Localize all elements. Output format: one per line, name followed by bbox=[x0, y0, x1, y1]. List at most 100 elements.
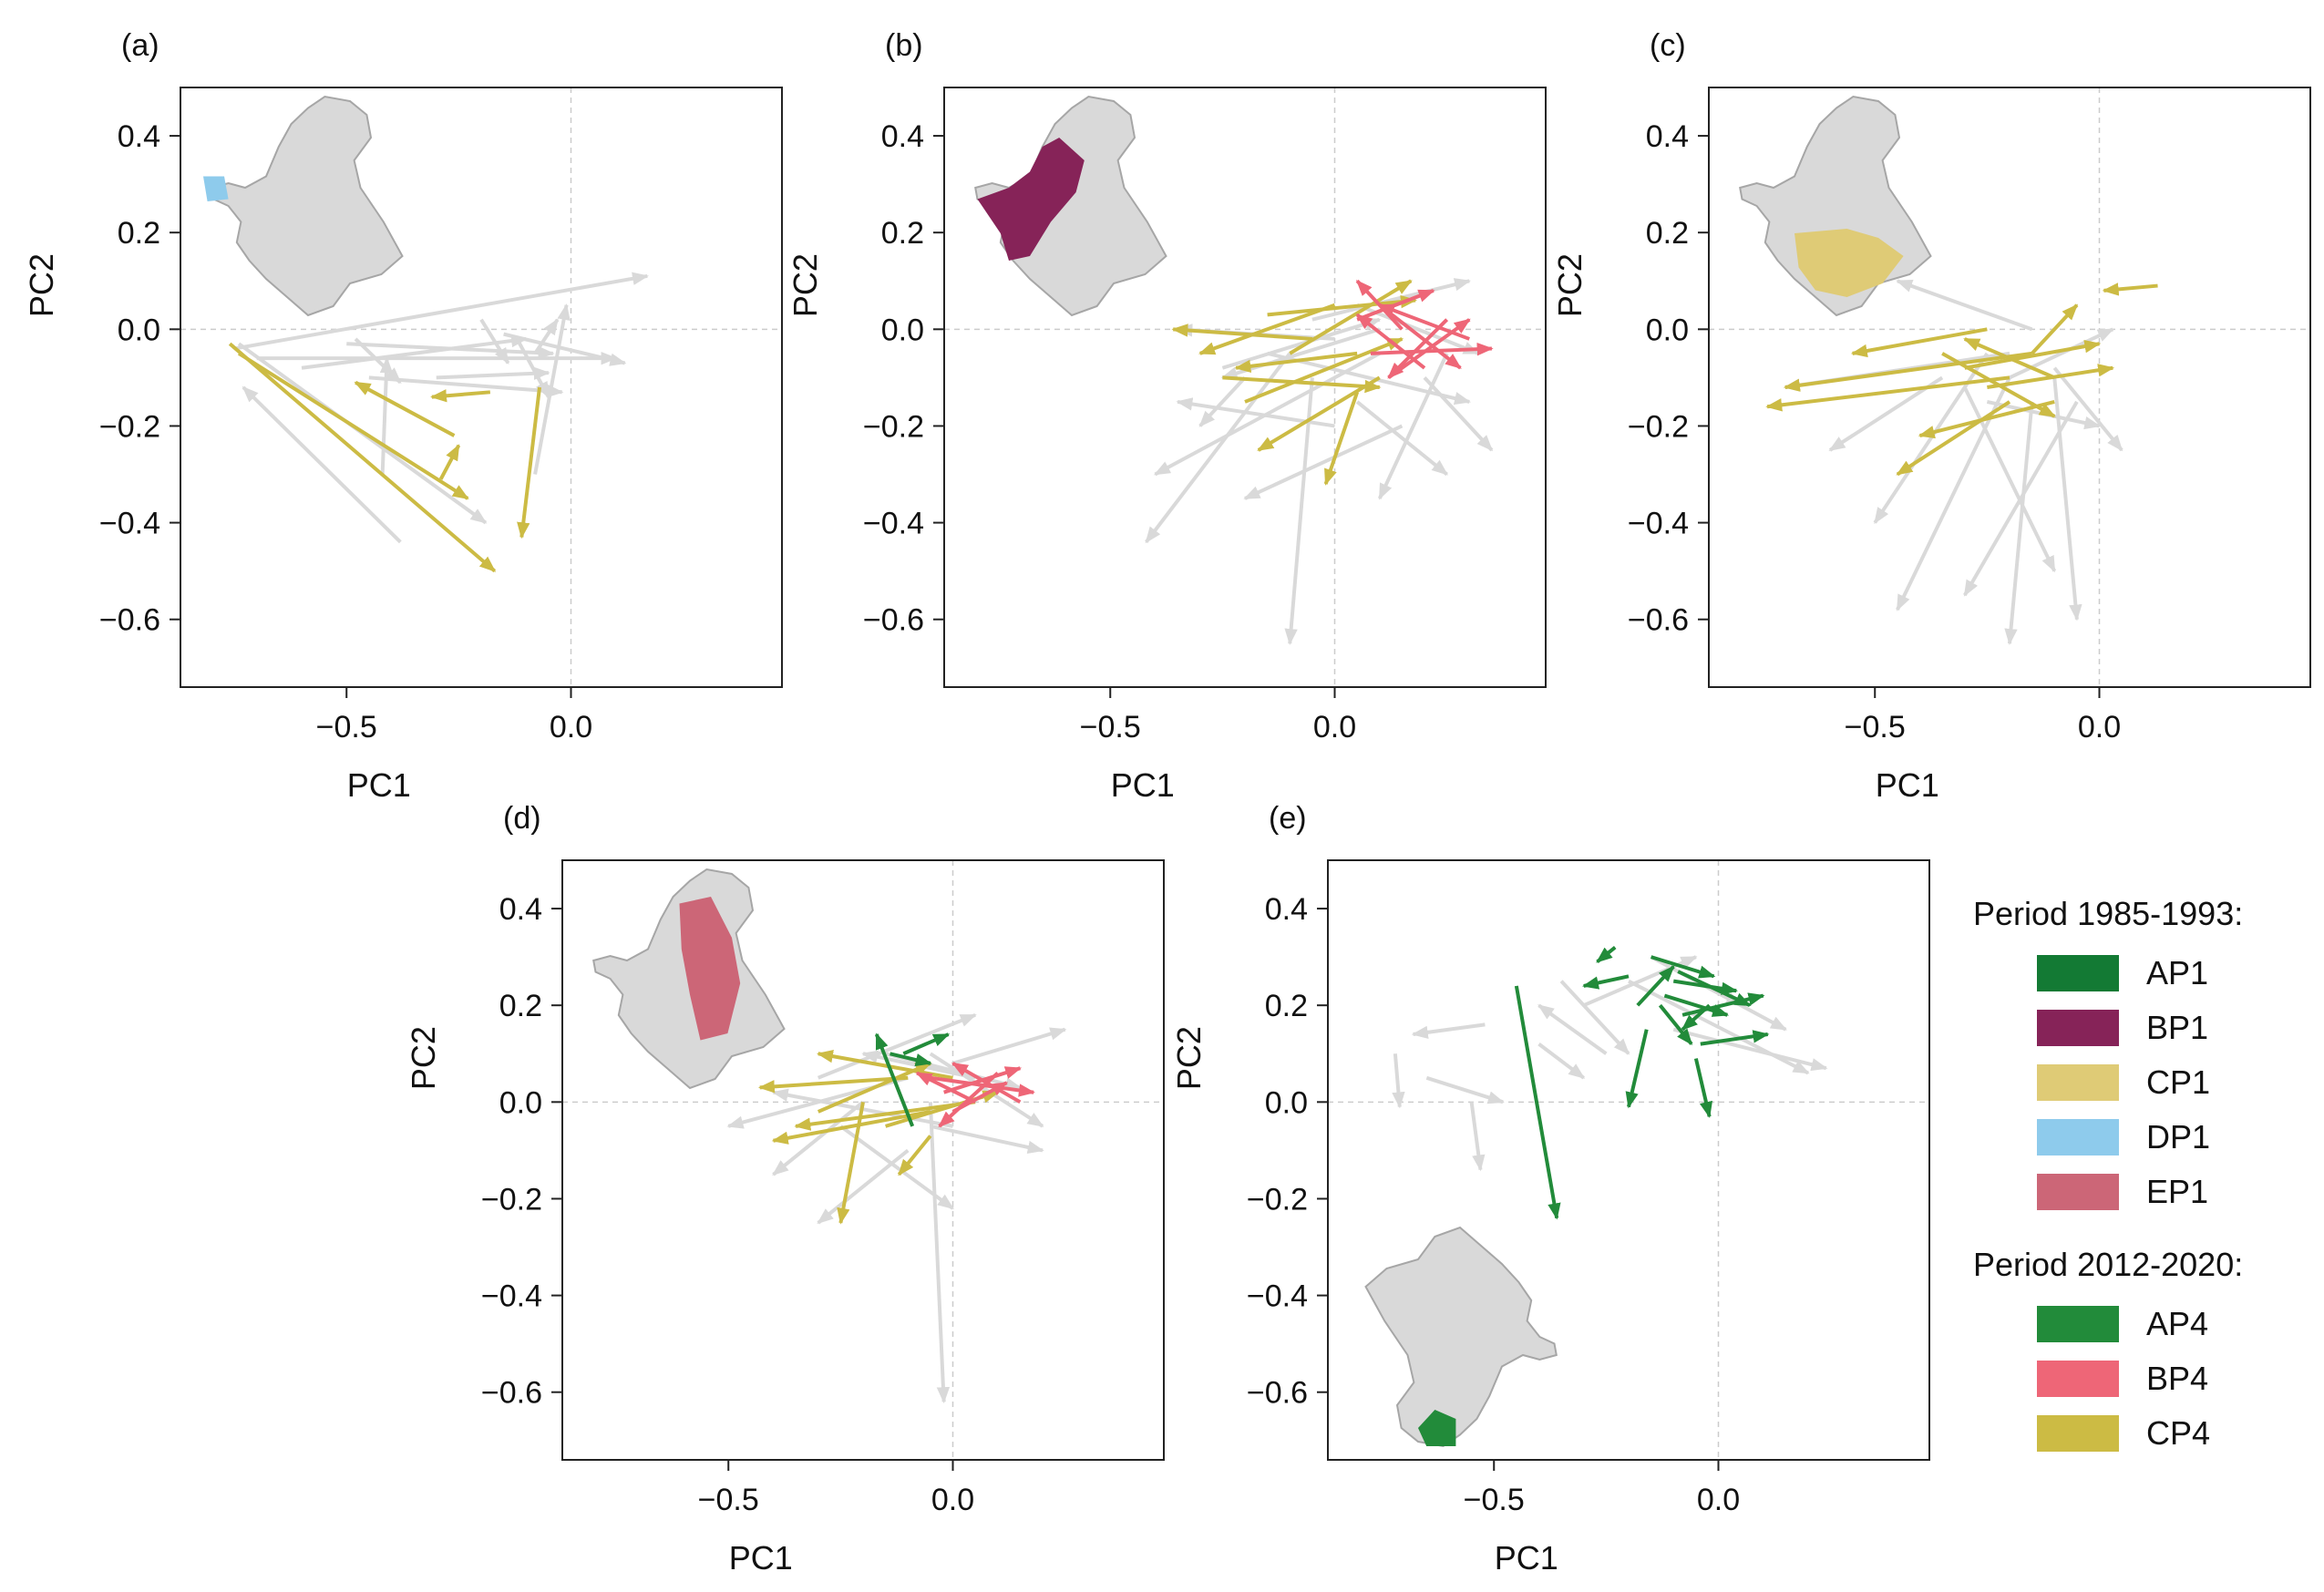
legend-label-cp4: CP4 bbox=[2146, 1414, 2210, 1452]
panel-b-background-arrow-6 bbox=[1355, 400, 1449, 477]
panel-b-inset-highlight-bp1 bbox=[977, 138, 1085, 261]
panel-e-ap4-arrow-12 bbox=[1677, 970, 1752, 1008]
panel-e-series-ap4 bbox=[1514, 945, 1770, 1220]
panel-d-background-arrow-11 bbox=[929, 1052, 1044, 1128]
panel-e-background-arrow-8 bbox=[1537, 1003, 1608, 1055]
panel-b-cp4-arrow-5 bbox=[1323, 391, 1360, 486]
panel-b-cp4-arrow-7 bbox=[1198, 303, 1336, 355]
legend-swatch-cp1 bbox=[2037, 1064, 2119, 1101]
panel-b-y-tick-label: 0.2 bbox=[881, 216, 924, 251]
panel-d-series-cp4 bbox=[757, 1050, 1000, 1225]
legend-label-ap1: AP1 bbox=[2146, 954, 2208, 991]
panel-c-y-axis-title: PC2 bbox=[1551, 253, 1589, 317]
panel-e-background-arrow-2 bbox=[1469, 1102, 1486, 1172]
panel-b-y-tick-label: −0.2 bbox=[863, 409, 924, 444]
panel-b-y-tick-label: −0.4 bbox=[863, 507, 924, 541]
panel-c-y-tick-label: −0.2 bbox=[1628, 409, 1689, 444]
panel-e-ap4-arrow-7 bbox=[1663, 993, 1730, 1017]
panel-e-ap4-arrow-9 bbox=[1658, 1003, 1693, 1046]
panel-c-cp4-arrow-10 bbox=[2102, 282, 2158, 296]
panel-b-label: (b) bbox=[885, 28, 923, 63]
panel-e-y-tick-label: 0.2 bbox=[1265, 989, 1308, 1023]
panel-a-background-arrow-8 bbox=[301, 334, 529, 370]
panel-a-inset-map bbox=[211, 95, 404, 317]
panel-c-background-arrow-6 bbox=[1962, 386, 2057, 573]
panel-d-background-arrow-0 bbox=[928, 1102, 951, 1404]
legend-title-period-1: Period 1985-1993: bbox=[1973, 895, 2243, 932]
legend-label-dp1: DP1 bbox=[2146, 1118, 2210, 1155]
panel-b-frame bbox=[943, 87, 1547, 688]
panel-d-ap4-arrow-2 bbox=[889, 1052, 932, 1067]
legend-swatch-cp4 bbox=[2037, 1415, 2119, 1452]
panel-b-cp4-arrow-0 bbox=[1171, 324, 1313, 341]
legend-swatch-ap1 bbox=[2037, 955, 2119, 991]
panel-b-cp4-arrow-2 bbox=[1244, 337, 1404, 404]
panel-e-ap4-arrow-6 bbox=[1581, 974, 1630, 990]
panel-a-cp4-arrow-5 bbox=[517, 386, 542, 539]
panel-b-y-axis-title: PC2 bbox=[787, 253, 824, 317]
panel-a-background-arrow-10 bbox=[533, 318, 560, 354]
panel-c-x-axis-title: PC1 bbox=[1876, 766, 1939, 804]
panel-e-ap4-arrow-13 bbox=[1681, 1003, 1711, 1032]
panel-e-ap4-arrow-2 bbox=[1693, 1058, 1713, 1118]
panel-d-background-arrow-6 bbox=[817, 1148, 910, 1225]
legend: Period 1985-1993: AP1 BP1 CP1 DP1 EP1 Period 2… bbox=[1973, 895, 2243, 1452]
panel-b-y-tick-label: 0.0 bbox=[881, 313, 924, 347]
panel-b-bp4-arrow-7 bbox=[1387, 318, 1471, 380]
panel-e-background-arrow-10 bbox=[1559, 980, 1630, 1055]
panel-b-inset-map bbox=[974, 95, 1167, 317]
panel-d-bp4-arrow-5 bbox=[951, 1081, 1009, 1114]
legend-swatch-ep1 bbox=[2037, 1174, 2119, 1210]
panel-e-label: (e) bbox=[1269, 801, 1307, 836]
panel-d-y-tick-label: −0.2 bbox=[481, 1182, 542, 1217]
panel-a-background-arrow-1 bbox=[233, 272, 650, 351]
panel-d-label: (d) bbox=[503, 801, 541, 836]
panel-a-background-arrow-14 bbox=[346, 342, 555, 360]
panel-b-y-tick-label: −0.6 bbox=[863, 603, 924, 638]
panel-e-background-arrow-1 bbox=[1392, 1053, 1405, 1109]
panel-a-background-arrow-7 bbox=[242, 385, 402, 544]
panel-d-x-axis-title: PC1 bbox=[729, 1539, 793, 1577]
panel-b-cp4-arrow-3 bbox=[1257, 375, 1381, 452]
panel-a-cp4-arrow-1 bbox=[237, 352, 469, 500]
panel-d-ap4-arrow-0 bbox=[874, 1032, 915, 1127]
panel-a-background-arrow-12 bbox=[533, 303, 571, 475]
panel-e-y-axis-title: PC2 bbox=[1170, 1026, 1208, 1090]
panel-a-y-tick-label: 0.4 bbox=[118, 119, 160, 154]
panel-b-cp4-arrow-4 bbox=[1267, 294, 1417, 317]
panel-c-inset-highlight-cp1 bbox=[1794, 229, 1904, 297]
panel-c-background-arrow-11 bbox=[2009, 327, 2114, 380]
panel-e-y-tick-label: −0.6 bbox=[1247, 1376, 1308, 1411]
panel-c-background-arrow-1 bbox=[2004, 401, 2034, 646]
panel-e-ap4-arrow-4 bbox=[1650, 955, 1716, 979]
panel-d-background-arrow-3 bbox=[772, 1100, 865, 1176]
panel-a-y-axis-title: PC2 bbox=[23, 253, 60, 317]
panel-a-y-tick-label: −0.2 bbox=[99, 409, 160, 444]
panel-d-y-axis-title: PC2 bbox=[405, 1026, 442, 1090]
panel-a-y-tick-label: 0.0 bbox=[118, 313, 160, 347]
panel-a-inset-highlight-dp1 bbox=[203, 176, 229, 201]
panel-e-frame bbox=[1327, 859, 1930, 1461]
panel-a-x-tick-label: −0.5 bbox=[316, 710, 377, 745]
panel-a-x-tick-label: 0.0 bbox=[550, 710, 592, 745]
panel-b-x-tick-label: −0.5 bbox=[1080, 710, 1141, 745]
panel-c-background-arrow-2 bbox=[2052, 377, 2082, 621]
panel-a-background-arrow-11 bbox=[515, 337, 550, 399]
panel-c-y-tick-label: 0.2 bbox=[1646, 216, 1689, 251]
panel-b-background-arrow-4 bbox=[1423, 376, 1494, 452]
panel-a-background-arrows bbox=[233, 272, 650, 544]
panel-d-series-bp4 bbox=[915, 1062, 1035, 1128]
legend-label-bp1: BP1 bbox=[2146, 1009, 2208, 1046]
panel-c-frame bbox=[1708, 87, 2311, 688]
panel-c-cp4-arrow-1 bbox=[1783, 351, 2032, 392]
panel-d-x-tick-label: −0.5 bbox=[698, 1483, 759, 1517]
panel-a-cp4-arrow-0 bbox=[228, 342, 497, 573]
panel-e-ap4-arrow-1 bbox=[1625, 1029, 1649, 1109]
panel-d-y-tick-label: 0.4 bbox=[499, 892, 542, 927]
panel-a-series-cp4 bbox=[228, 342, 542, 573]
panel-c-series-cp4 bbox=[1765, 282, 2158, 477]
panel-c-cp4-arrow-9 bbox=[1963, 337, 2056, 380]
panel-d-cp4-arrow-6 bbox=[817, 1062, 932, 1114]
panel-e-background-arrow-0 bbox=[1411, 1022, 1486, 1040]
